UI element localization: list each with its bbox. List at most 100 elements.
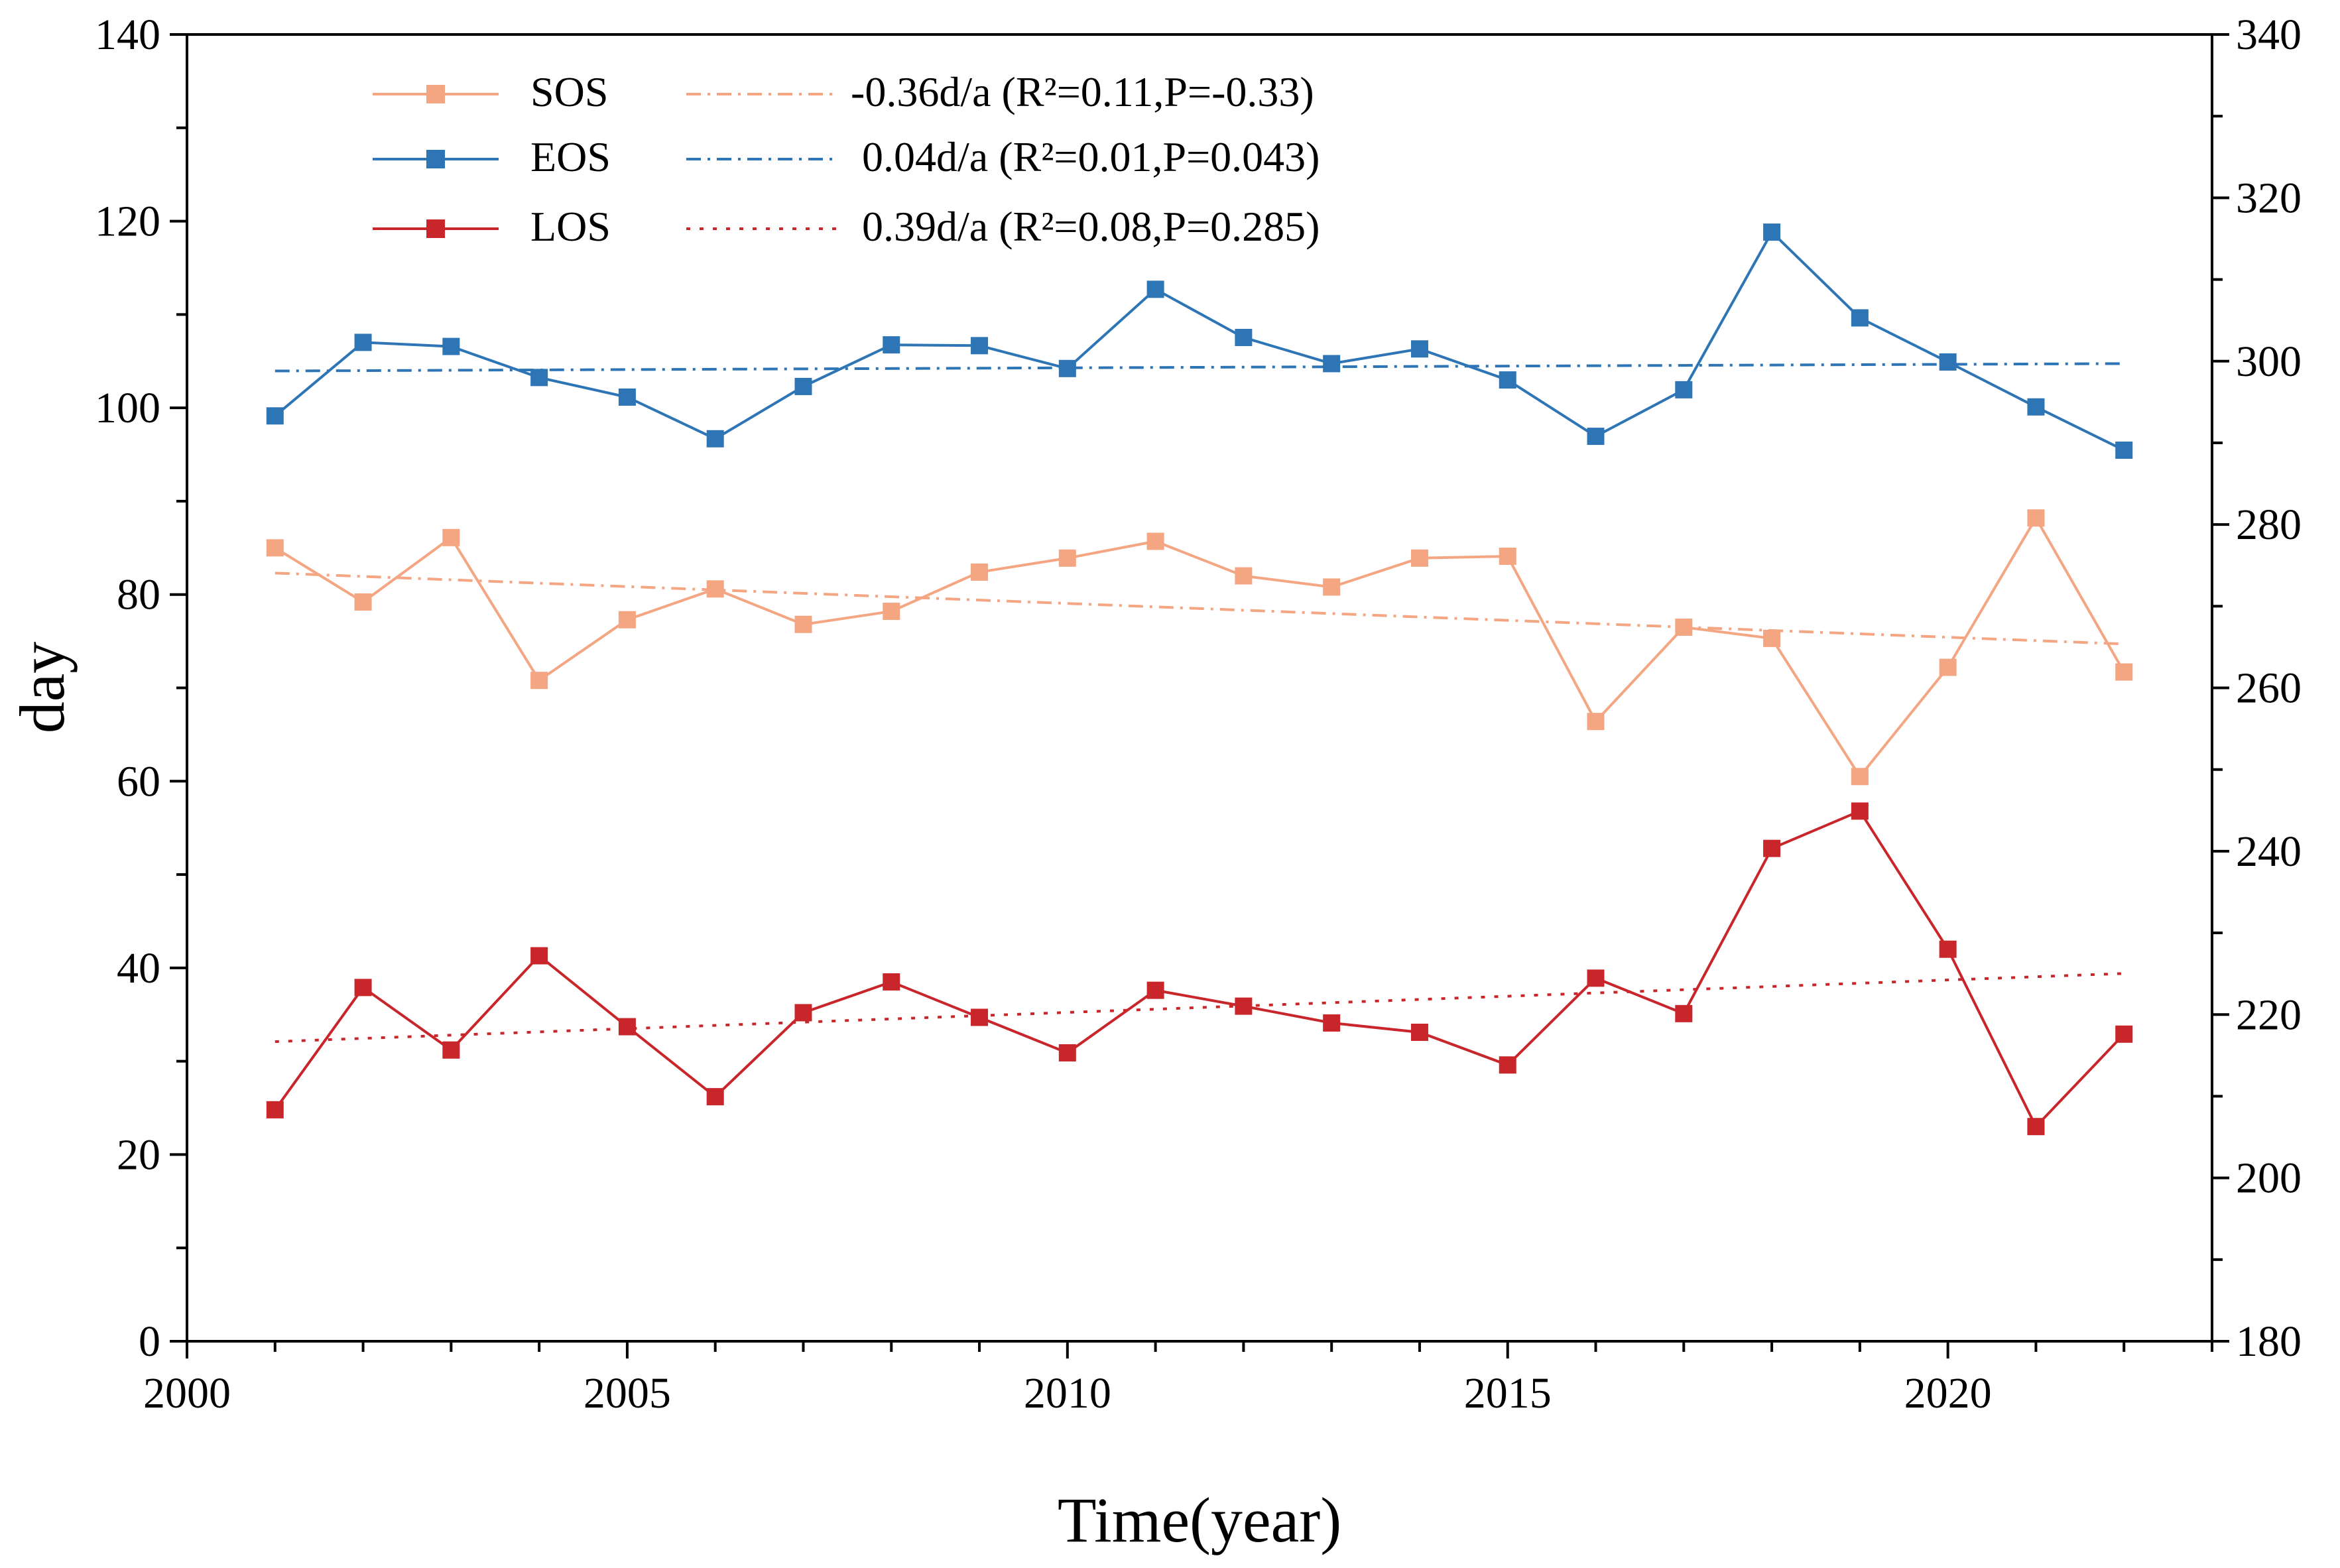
y-right-tick-label: 340 xyxy=(2236,11,2302,59)
los-point xyxy=(1058,1044,1076,1061)
x-tick-label: 2020 xyxy=(1904,1369,1992,1417)
eos-point xyxy=(442,337,460,355)
y-left-tick-label: 0 xyxy=(139,1317,160,1366)
eos-point xyxy=(1939,353,1957,371)
los-point xyxy=(2115,1025,2133,1043)
y-left-tick-label: 60 xyxy=(117,757,160,806)
sos-point xyxy=(706,580,724,598)
los-point xyxy=(618,1018,636,1036)
sos-point xyxy=(1851,768,1869,786)
eos-point xyxy=(266,407,284,425)
los-point xyxy=(1323,1014,1341,1032)
y-right-tick-label: 260 xyxy=(2236,664,2302,713)
eos-point xyxy=(794,377,812,395)
los-point xyxy=(530,947,548,965)
eos-point xyxy=(2027,398,2045,416)
eos-point xyxy=(1146,280,1164,298)
eos-point xyxy=(1058,359,1076,377)
x-axis-title: Time(year) xyxy=(1058,1484,1341,1555)
sos-point xyxy=(1939,658,1957,676)
los-point xyxy=(1851,802,1869,820)
sos-point xyxy=(530,672,548,690)
eos-trend-line xyxy=(275,362,2124,373)
sos-trend-line xyxy=(275,572,2124,646)
sos-point xyxy=(1323,578,1341,596)
eos-point xyxy=(1499,371,1516,389)
sos-point xyxy=(1146,532,1164,550)
los-point xyxy=(354,979,372,996)
sos-point xyxy=(1499,547,1516,565)
sos-point xyxy=(883,603,900,621)
sos-point xyxy=(354,593,372,611)
eos-point xyxy=(1851,309,1869,327)
los-point xyxy=(706,1088,724,1106)
legend-sos-marker xyxy=(426,85,445,103)
los-point xyxy=(1763,839,1781,857)
y-right-tick-label: 180 xyxy=(2236,1317,2302,1366)
los-point xyxy=(1146,981,1164,999)
eos-point xyxy=(2115,442,2133,459)
y-left-tick-label: 80 xyxy=(117,571,160,619)
eos-point xyxy=(354,333,372,351)
y-right-tick-label: 320 xyxy=(2236,174,2302,222)
y-right-tick-label: 240 xyxy=(2236,827,2302,876)
sos-point xyxy=(2115,663,2133,681)
y-right-tick-label: 280 xyxy=(2236,501,2302,549)
los-series-line xyxy=(274,809,2125,1129)
legend-los-marker xyxy=(426,219,445,238)
legend-los-trend-label: 0.39d/a (R²=0.08,P=0.285) xyxy=(862,203,1320,250)
eos-point xyxy=(1323,355,1341,373)
x-tick-label: 2010 xyxy=(1024,1369,1111,1417)
eos-point xyxy=(1763,223,1781,241)
y-right-tick-label: 220 xyxy=(2236,991,2302,1039)
eos-series-line xyxy=(274,229,2125,452)
eos-point xyxy=(1410,340,1428,358)
eos-point xyxy=(971,337,989,355)
los-point xyxy=(1499,1056,1516,1074)
los-point xyxy=(971,1008,989,1026)
los-point xyxy=(1235,997,1253,1015)
y-left-tick-label: 100 xyxy=(95,384,160,432)
x-tick-label: 2005 xyxy=(584,1369,671,1417)
sos-point xyxy=(2027,509,2045,527)
los-point xyxy=(1587,969,1605,987)
y-left-tick-label: 40 xyxy=(117,944,160,993)
sos-point xyxy=(1235,567,1253,585)
eos-point xyxy=(618,388,636,406)
los-point xyxy=(883,973,900,991)
y-axis-left: 0 20 40 60 80 100 120 140 xyxy=(95,11,187,1366)
series-group xyxy=(266,223,2133,1136)
sos-point xyxy=(1410,549,1428,567)
los-point xyxy=(266,1101,284,1118)
sos-point xyxy=(794,615,812,633)
sos-point xyxy=(618,611,636,629)
los-point xyxy=(794,1004,812,1022)
y-right-tick-label: 300 xyxy=(2236,337,2302,386)
trend-lines xyxy=(275,362,2124,1044)
legend-eos-trend-label: 0.04d/a (R²=0.01,P=0.043) xyxy=(862,133,1320,180)
x-tick-label: 2015 xyxy=(1464,1369,1552,1417)
legend-sos-trend-label: -0.36d/a (R²=0.11,P=-0.33) xyxy=(851,68,1314,115)
x-axis: 2000 2005 2010 2015 2020 xyxy=(143,1341,2213,1417)
los-point xyxy=(1939,940,1957,958)
sos-point xyxy=(971,563,989,581)
sos-point xyxy=(442,528,460,546)
los-point xyxy=(442,1041,460,1059)
los-point xyxy=(2027,1118,2045,1136)
eos-point xyxy=(530,369,548,387)
eos-point xyxy=(883,336,900,354)
los-point xyxy=(1410,1023,1428,1041)
y-axis-right: 180 200 220 240 260 280 300 320 340 xyxy=(2212,11,2302,1366)
y-left-tick-label: 20 xyxy=(117,1130,160,1179)
y-right-tick-label: 200 xyxy=(2236,1154,2302,1203)
sos-point xyxy=(1058,549,1076,567)
sos-point xyxy=(1675,618,1693,636)
legend-los-label: LOS xyxy=(530,203,611,250)
legend-eos-marker xyxy=(426,150,445,168)
sos-point xyxy=(1763,629,1781,647)
sos-point xyxy=(266,539,284,557)
sos-series-line xyxy=(274,515,2125,779)
y-left-tick-label: 120 xyxy=(95,198,160,246)
x-tick-label: 2000 xyxy=(143,1369,231,1417)
